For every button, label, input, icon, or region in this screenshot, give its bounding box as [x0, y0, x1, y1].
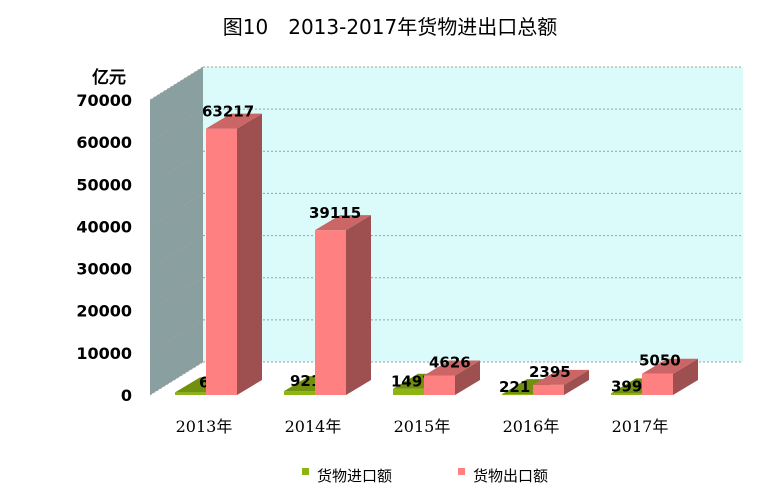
y-tick-label: 40000: [76, 217, 132, 236]
data-label: 921: [290, 372, 321, 390]
bar-side: [673, 358, 698, 395]
y-tick-label: 0: [121, 386, 132, 405]
data-label: 1497: [391, 373, 433, 391]
bar-front[interactable]: [611, 393, 642, 395]
data-label: 399: [611, 377, 642, 395]
y-tick-label: 30000: [76, 260, 132, 279]
data-label: 63217: [202, 103, 254, 121]
back-wall: [203, 67, 743, 362]
chart-title: 图10 2013-2017年货物进出口总额: [223, 15, 557, 39]
x-tick-label: 2013年: [176, 417, 233, 436]
bar-top: [533, 369, 589, 385]
y-tick-label: 60000: [76, 133, 132, 152]
bar-side: [237, 113, 262, 395]
bar-top: [424, 360, 480, 376]
bar-front[interactable]: [393, 388, 424, 395]
plot-area: 0100002000030000400005000060000700006206…: [76, 66, 743, 436]
bar-front[interactable]: [424, 375, 455, 395]
y-axis-unit-label: 亿元: [92, 67, 126, 88]
bar-front[interactable]: [284, 391, 315, 395]
data-label: 5050: [639, 352, 681, 370]
bar-front[interactable]: [315, 230, 346, 395]
y-tick-label: 10000: [76, 344, 132, 363]
y-tick-label: 70000: [76, 91, 132, 110]
x-tick-label: 2015年: [394, 417, 451, 436]
bar-side: [564, 369, 589, 395]
grid-line-side: [149, 361, 204, 396]
y-tick-label: 50000: [76, 175, 132, 194]
grid-line-side: [149, 193, 204, 227]
x-tick-label: 2014年: [285, 417, 342, 436]
y-tick-label: 20000: [76, 302, 132, 321]
bar-top: [206, 113, 262, 129]
grid-line-side: [149, 319, 204, 354]
data-label: 4626: [429, 354, 471, 372]
bar-side: [455, 360, 480, 395]
grid-line-side: [149, 66, 204, 101]
legend-label: 货物进口额: [317, 467, 392, 485]
grid-line-side: [149, 108, 204, 143]
x-tick-label: 2016年: [503, 417, 560, 436]
grid-line-side: [149, 150, 204, 185]
bar-top: [315, 215, 371, 231]
bar-front[interactable]: [175, 392, 206, 395]
bar-front[interactable]: [533, 384, 564, 395]
x-tick-label: 2017年: [612, 417, 669, 436]
bar-front[interactable]: [642, 373, 673, 395]
legend: 货物进口额 货物出口额: [302, 467, 548, 485]
data-label: 221: [499, 378, 530, 396]
side-wall: [150, 67, 203, 395]
legend-label: 货物出口额: [473, 467, 548, 485]
data-label: 2395: [529, 363, 571, 381]
bar-front[interactable]: [502, 394, 533, 396]
bar-front[interactable]: [206, 128, 237, 395]
legend-swatch: [458, 468, 465, 475]
legend-swatch: [302, 468, 309, 475]
bar-side: [346, 215, 371, 395]
bar-top: [642, 358, 698, 374]
data-label: 39115: [309, 204, 361, 222]
grid-line-side: [149, 277, 204, 312]
grid-line-side: [149, 235, 204, 269]
